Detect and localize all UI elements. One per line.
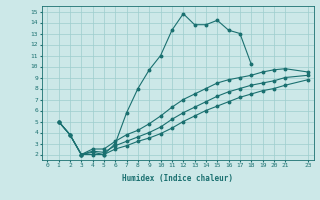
X-axis label: Humidex (Indice chaleur): Humidex (Indice chaleur)	[122, 174, 233, 183]
